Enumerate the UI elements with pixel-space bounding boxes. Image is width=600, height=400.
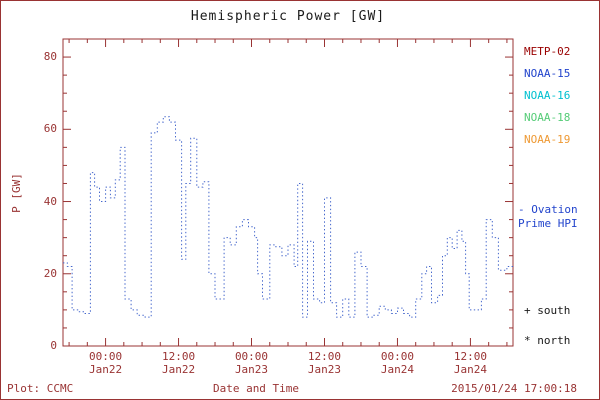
satellite-legend: METP-02 NOAA-15 NOAA-16 NOAA-18 NOAA-19 (524, 45, 570, 146)
x-tick-date: Jan22 (89, 363, 123, 376)
legend-item-noaa-15: NOAA-15 (524, 67, 571, 80)
x-tick-label: 00:00 Jan22 (84, 350, 128, 376)
ovation-line1: - Ovation (518, 203, 578, 216)
x-tick-time: 12:00 (453, 350, 487, 363)
y-tick-label: 0 (50, 339, 57, 352)
ovation-line2: Prime HPI (518, 217, 578, 230)
north-marker-label: * north (524, 334, 571, 347)
x-tick-time: 00:00 (234, 350, 269, 363)
y-tick-label: 40 (43, 194, 57, 208)
y-tick-label: 60 (43, 122, 57, 136)
x-tick-label: 12:00 Jan23 (302, 350, 346, 376)
legend-item-metp-02: METP-02 (524, 45, 571, 58)
x-tick-time: 00:00 (89, 350, 123, 363)
x-tick-date: Jan23 (307, 363, 342, 376)
x-tick-date: Jan22 (161, 363, 196, 376)
x-axis-label: Date and Time (212, 382, 300, 395)
plot-credit: Plot: CCMC (7, 382, 74, 395)
x-tick-time: 12:00 (307, 350, 342, 363)
x-tick-label: 12:00 Jan24 (448, 350, 492, 376)
y-tick-label: 20 (43, 266, 57, 280)
x-tick-time: 12:00 (161, 350, 196, 363)
legend-item-noaa-19: NOAA-19 (524, 133, 571, 146)
x-tick-date: Jan23 (234, 363, 269, 376)
x-tick-date: Jan24 (380, 363, 415, 376)
x-tick-label: 12:00 Jan22 (157, 350, 201, 376)
ovation-prime-label: - Ovation Prime HPI (518, 203, 578, 231)
x-tick-time: 00:00 (380, 350, 415, 363)
x-tick-date: Jan24 (453, 363, 487, 376)
y-axis-label: P [GW] (10, 173, 23, 213)
plot-timestamp: 2015/01/24 17:00:18 (451, 382, 577, 395)
y-tick-label: 80 (43, 50, 57, 64)
hpi-data-line (63, 116, 513, 318)
legend-item-noaa-18: NOAA-18 (524, 111, 571, 124)
legend-item-noaa-16: NOAA-16 (524, 89, 571, 102)
chart-title: Hemispheric Power [GW] (190, 9, 386, 24)
plot-frame (62, 38, 514, 347)
x-tick-label: 00:00 Jan23 (230, 350, 274, 376)
x-tick-label: 00:00 Jan24 (375, 350, 419, 376)
south-marker-label: + south (524, 304, 571, 317)
